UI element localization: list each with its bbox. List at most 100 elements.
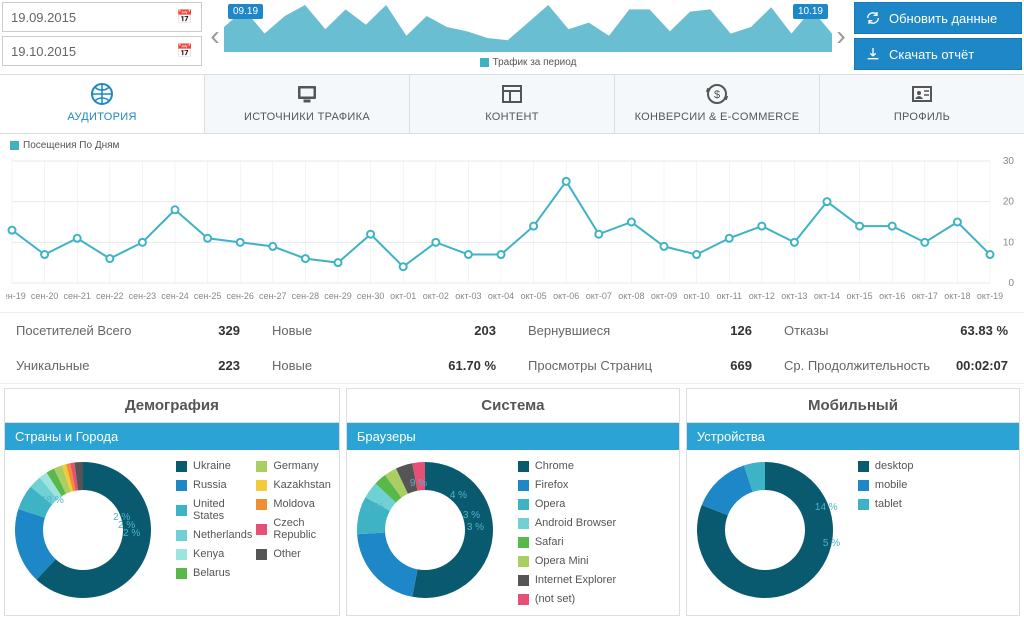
svg-text:окт-16: окт-16 — [879, 291, 905, 301]
refresh-icon — [865, 10, 881, 26]
date-from-input[interactable]: 19.09.2015 📅 — [2, 2, 202, 32]
svg-text:$: $ — [714, 89, 720, 101]
sparkline-prev-button[interactable]: ‹ — [206, 2, 224, 70]
legend-item[interactable]: Kenya — [176, 548, 252, 560]
tab-conversions[interactable]: $КОНВЕРСИИ & E-COMMERCE — [615, 75, 820, 133]
svg-text:окт-04: окт-04 — [488, 291, 514, 301]
legend-item[interactable]: Ukraine — [176, 460, 252, 472]
download-button[interactable]: Скачать отчёт — [854, 38, 1022, 70]
profile-icon — [820, 81, 1024, 107]
svg-text:окт-15: окт-15 — [847, 291, 873, 301]
svg-text:сен-22: сен-22 — [96, 291, 123, 301]
stat-cell: Новые203 — [256, 313, 512, 348]
legend-item[interactable]: Safari — [518, 536, 671, 548]
main-tabs: АУДИТОРИЯИСТОЧНИКИ ТРАФИКАКОНТЕНТ$КОНВЕР… — [0, 74, 1024, 134]
tab-audience[interactable]: АУДИТОРИЯ — [0, 75, 205, 133]
legend-item[interactable]: Belarus — [176, 567, 252, 579]
svg-text:0: 0 — [1008, 278, 1014, 289]
sparkline-badge-left: 09.19 — [228, 4, 263, 19]
legend-item[interactable]: Other — [256, 548, 330, 560]
donut-chart: 14 %5 % — [695, 460, 850, 605]
tab-sources[interactable]: ИСТОЧНИКИ ТРАФИКА — [205, 75, 410, 133]
legend-item[interactable]: Kazakhstan — [256, 479, 330, 491]
svg-text:30: 30 — [1003, 156, 1015, 167]
panel-subhead: Устройства — [687, 423, 1019, 450]
svg-text:окт-14: окт-14 — [814, 291, 840, 301]
panel-demo: ДемографияСтраны и Города 18 %2 %2 %2 % Uk… — [4, 388, 340, 616]
stat-cell: Ср. Продолжительность00:02:07 — [768, 348, 1024, 383]
svg-text:сен-25: сен-25 — [194, 291, 221, 301]
donut-chart: 18 %2 %2 %2 % — [13, 460, 168, 605]
svg-text:окт-19: окт-19 — [977, 291, 1003, 301]
date-to-input[interactable]: 19.10.2015 📅 — [2, 36, 202, 66]
panel-subhead: Страны и Города — [5, 423, 339, 450]
panel-title: Мобильный — [687, 389, 1019, 423]
stat-cell: Новые61.70 % — [256, 348, 512, 383]
calendar-icon: 📅 — [177, 9, 193, 25]
legend-item[interactable]: Opera Mini — [518, 555, 671, 567]
svg-text:окт-09: окт-09 — [651, 291, 677, 301]
svg-text:сен-19: сен-19 — [6, 291, 26, 301]
date-from-value: 19.09.2015 — [11, 10, 76, 25]
svg-text:окт-12: окт-12 — [749, 291, 775, 301]
legend-item[interactable]: (not set) — [518, 593, 671, 605]
sparkline-chart: 09.19 10.19 Трафик за период — [224, 2, 832, 70]
svg-text:окт-02: окт-02 — [423, 291, 449, 301]
svg-text:окт-05: окт-05 — [521, 291, 547, 301]
svg-text:сен-24: сен-24 — [161, 291, 188, 301]
sparkline-next-button[interactable]: › — [832, 2, 850, 70]
calendar-icon: 📅 — [177, 43, 193, 59]
legend-item[interactable]: desktop — [858, 460, 1011, 472]
svg-text:сен-27: сен-27 — [259, 291, 286, 301]
svg-text:окт-06: окт-06 — [553, 291, 579, 301]
legend-item[interactable]: Chrome — [518, 460, 671, 472]
svg-text:окт-17: окт-17 — [912, 291, 938, 301]
date-to-value: 19.10.2015 — [11, 44, 76, 59]
legend-item[interactable]: Android Browser — [518, 517, 671, 529]
legend-item[interactable]: Netherlands — [176, 529, 252, 541]
panel-mobile: МобильныйУстройства 14 %5 % desktop mobile t… — [686, 388, 1020, 616]
svg-text:сен-28: сен-28 — [292, 291, 319, 301]
legend-item[interactable]: mobile — [858, 479, 1011, 491]
svg-text:сен-20: сен-20 — [31, 291, 58, 301]
legend-item[interactable]: United States — [176, 498, 252, 522]
panel-system: СистемаБраузеры 21 %9 %4 %3 %3 % Chrome Fir… — [346, 388, 680, 616]
refresh-button[interactable]: Обновить данные — [854, 2, 1022, 34]
daily-chart: 0102030сен-19сен-20сен-21сен-22сен-23сен… — [0, 155, 1024, 308]
tab-content[interactable]: КОНТЕНТ — [410, 75, 615, 133]
donut-chart: 21 %9 %4 %3 %3 % — [355, 460, 510, 605]
legend-item[interactable]: Czech Republic — [256, 517, 330, 541]
legend-item[interactable]: Germany — [256, 460, 330, 472]
sparkline-badge-right: 10.19 — [793, 4, 828, 19]
stats-grid: Посетителей Всего329Новые203Вернувшиеся1… — [0, 312, 1024, 384]
svg-text:10: 10 — [1003, 237, 1015, 248]
svg-text:окт-18: окт-18 — [944, 291, 970, 301]
panel-subhead: Браузеры — [347, 423, 679, 450]
svg-text:окт-10: окт-10 — [684, 291, 710, 301]
svg-text:окт-13: окт-13 — [781, 291, 807, 301]
stat-cell: Вернувшиеся126 — [512, 313, 768, 348]
panel-title: Демография — [5, 389, 339, 423]
legend-item[interactable]: Opera — [518, 498, 671, 510]
download-icon — [865, 46, 881, 62]
daily-legend: Посещения По Дням — [0, 134, 1024, 155]
conversions-icon: $ — [615, 81, 819, 107]
panel-title: Система — [347, 389, 679, 423]
legend-item[interactable]: Internet Explorer — [518, 574, 671, 586]
stat-cell: Просмотры Страниц669 — [512, 348, 768, 383]
legend-item[interactable]: Russia — [176, 479, 252, 491]
legend-item[interactable]: Firefox — [518, 479, 671, 491]
stat-cell: Уникальные223 — [0, 348, 256, 383]
svg-text:окт-08: окт-08 — [618, 291, 644, 301]
svg-text:сен-21: сен-21 — [63, 291, 90, 301]
svg-text:20: 20 — [1003, 197, 1015, 208]
tab-profile[interactable]: ПРОФИЛЬ — [820, 75, 1024, 133]
sources-icon — [205, 81, 409, 107]
svg-text:окт-01: окт-01 — [390, 291, 416, 301]
legend-item[interactable]: Moldova — [256, 498, 330, 510]
svg-text:окт-03: окт-03 — [455, 291, 481, 301]
legend-item[interactable]: tablet — [858, 498, 1011, 510]
stat-cell: Отказы63.83 % — [768, 313, 1024, 348]
svg-text:окт-11: окт-11 — [716, 291, 742, 301]
svg-text:окт-07: окт-07 — [586, 291, 612, 301]
